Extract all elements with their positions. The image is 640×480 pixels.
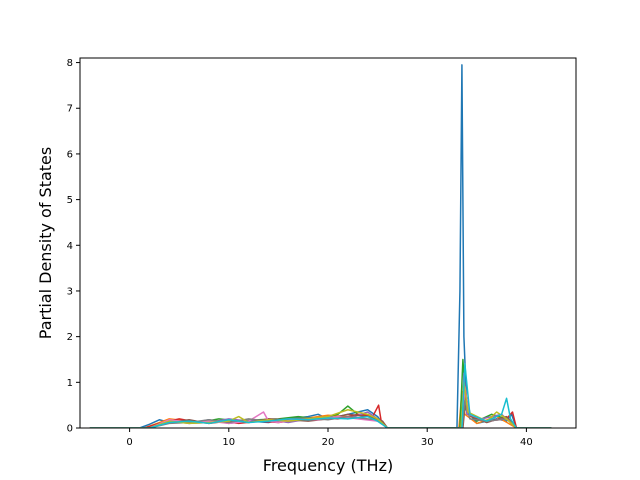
series-layer <box>89 64 552 428</box>
x-tick-label: 30 <box>421 437 434 448</box>
y-tick-label: 7 <box>67 104 73 115</box>
y-axis: 0 1 2 3 4 5 6 7 8 <box>67 58 80 435</box>
x-axis: 0 10 20 30 40 <box>126 428 533 448</box>
y-axis-label: Partial Density of States <box>36 147 55 339</box>
series-line-10 <box>89 363 552 428</box>
y-tick-label: 2 <box>67 332 73 343</box>
y-tick-label: 1 <box>67 378 73 389</box>
plot-background <box>80 58 576 428</box>
y-tick-label: 4 <box>67 241 73 252</box>
y-tick-label: 6 <box>67 149 73 160</box>
y-tick-label: 3 <box>67 286 73 297</box>
x-tick-label: 40 <box>520 437 533 448</box>
x-tick-label: 20 <box>322 437 335 448</box>
y-tick-label: 0 <box>67 424 73 435</box>
y-tick-label: 5 <box>67 195 73 206</box>
y-tick-label: 8 <box>67 58 73 69</box>
x-tick-label: 10 <box>222 437 235 448</box>
x-tick-label: 0 <box>126 437 132 448</box>
x-axis-label: Frequency (THz) <box>263 456 393 475</box>
